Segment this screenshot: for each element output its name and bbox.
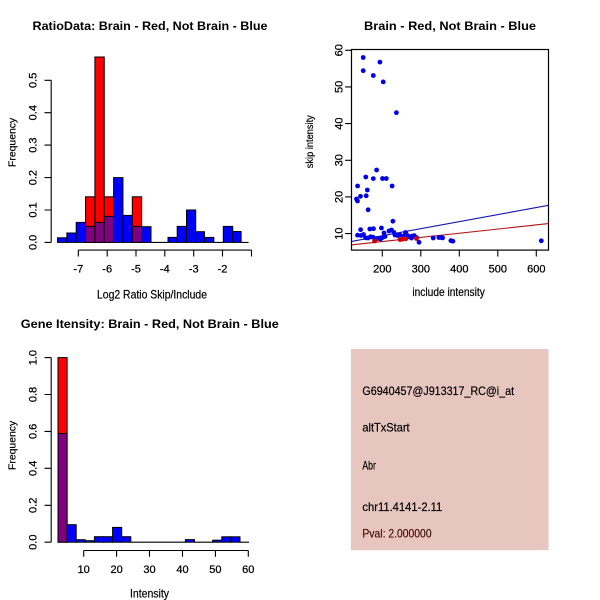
svg-text:skip intensity: skip intensity [305, 114, 316, 168]
svg-text:20: 20 [333, 191, 345, 203]
svg-text:G6940457@J913317_RC@i_at: G6940457@J913317_RC@i_at [362, 384, 514, 398]
svg-text:-3: -3 [189, 264, 199, 276]
svg-text:10: 10 [78, 564, 90, 576]
svg-text:0.4: 0.4 [28, 105, 40, 120]
svg-text:40: 40 [333, 117, 345, 129]
svg-text:include intensity: include intensity [412, 285, 484, 299]
svg-text:-4: -4 [160, 264, 170, 276]
svg-text:-2: -2 [218, 264, 228, 276]
svg-text:40: 40 [176, 564, 188, 576]
svg-text:300: 300 [412, 264, 430, 276]
svg-text:Log2 Ratio Skip/Include: Log2 Ratio Skip/Include [97, 288, 207, 302]
svg-text:0.8: 0.8 [28, 387, 40, 402]
svg-text:60: 60 [242, 564, 254, 576]
svg-text:0.0: 0.0 [28, 535, 40, 550]
svg-text:-6: -6 [102, 264, 112, 276]
svg-text:50: 50 [333, 81, 345, 93]
svg-text:0.2: 0.2 [28, 170, 40, 185]
svg-text:30: 30 [333, 154, 345, 166]
svg-text:60: 60 [333, 44, 345, 56]
svg-text:Frequency: Frequency [7, 420, 18, 470]
svg-text:1.0: 1.0 [28, 350, 40, 365]
svg-text:Abr: Abr [362, 458, 376, 472]
svg-text:10: 10 [333, 227, 345, 239]
svg-text:0.6: 0.6 [28, 424, 40, 439]
svg-text:Brain - Red, Not Brain - Blue: Brain - Red, Not Brain - Blue [364, 21, 536, 33]
svg-text:chr11.4141-2.11: chr11.4141-2.11 [362, 500, 442, 514]
svg-text:30: 30 [143, 564, 155, 576]
svg-text:-7: -7 [73, 264, 83, 276]
svg-text:400: 400 [450, 264, 468, 276]
svg-text:Frequency: Frequency [7, 117, 18, 167]
svg-text:200: 200 [373, 264, 391, 276]
svg-text:0.5: 0.5 [28, 73, 40, 88]
svg-text:altTxStart: altTxStart [362, 420, 410, 434]
svg-text:50: 50 [209, 564, 221, 576]
svg-text:Pval: 2.000000: Pval: 2.000000 [362, 527, 431, 541]
svg-text:Intensity: Intensity [130, 587, 169, 600]
svg-text:Gene Itensity: Brain - Red, No: Gene Itensity: Brain - Red, Not Brain - … [21, 319, 279, 331]
svg-text:0.3: 0.3 [28, 137, 40, 152]
svg-text:RatioData: Brain - Red, Not Br: RatioData: Brain - Red, Not Brain - Blue [33, 21, 268, 33]
svg-text:0.2: 0.2 [28, 498, 40, 513]
svg-text:20: 20 [110, 564, 122, 576]
svg-text:600: 600 [527, 264, 545, 276]
svg-text:0.0: 0.0 [28, 235, 40, 250]
svg-text:-5: -5 [131, 264, 141, 276]
svg-text:0.4: 0.4 [28, 461, 40, 476]
svg-text:0.1: 0.1 [28, 202, 40, 217]
svg-text:500: 500 [489, 264, 507, 276]
